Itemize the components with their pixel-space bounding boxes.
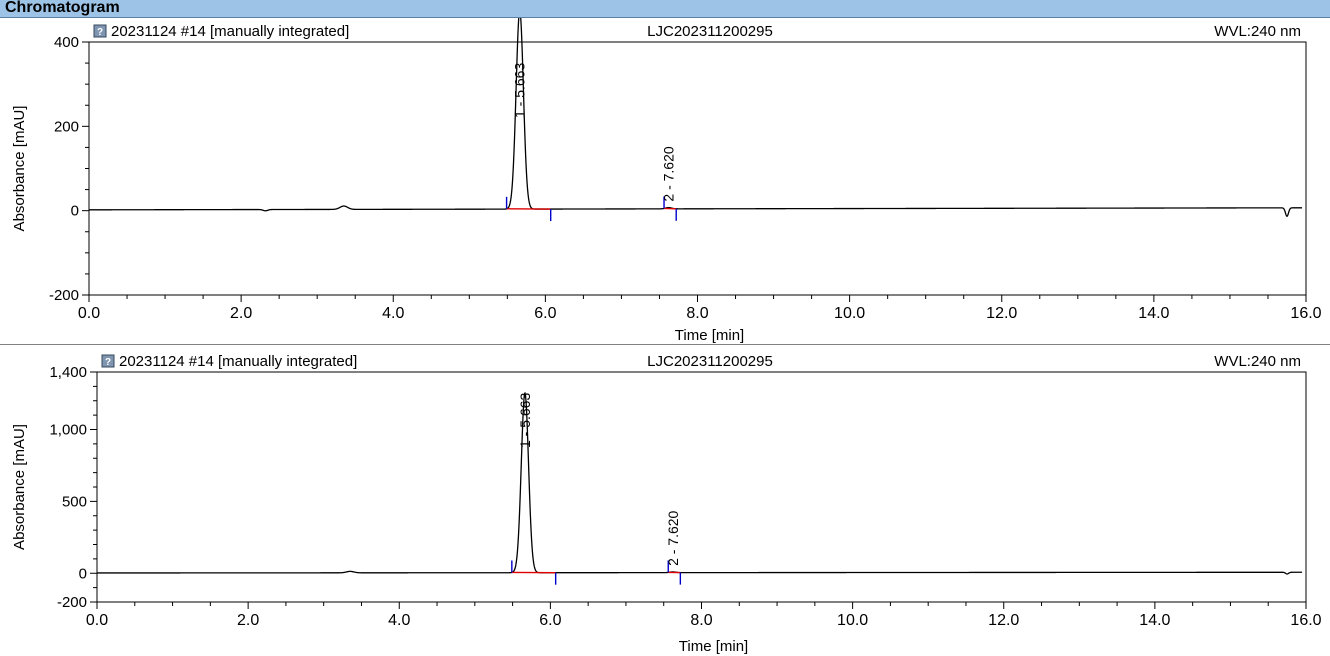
chromatogram-header-bar: Chromatogram (0, 0, 1330, 18)
x-tick-label: 8.0 (686, 305, 708, 322)
y-tick-label: 400 (54, 34, 79, 51)
x-tick-label: 14.0 (1139, 612, 1170, 629)
x-tick-label: 4.0 (382, 305, 404, 322)
svg-text:?: ? (105, 357, 111, 368)
sample-info-label: 20231124 #14 [manually integrated] (119, 353, 357, 370)
plot-frame (88, 41, 1307, 296)
x-tick-label: 16.0 (1290, 612, 1321, 629)
chromatogram-trace (89, 18, 1303, 217)
svg-text:?: ? (97, 27, 103, 38)
chromatogram-header-title: Chromatogram (5, 0, 120, 16)
x-tick-label: 12.0 (986, 305, 1017, 322)
sample-id-label: LJC202311200295 (647, 23, 773, 40)
y-tick-label: 0 (71, 203, 79, 220)
x-tick-label: 6.0 (539, 612, 561, 629)
y-tick-label: 0 (79, 565, 87, 582)
chromatogram-chart-2: ? 20231124 #14 [manually integrated] LJC20… (11, 353, 1322, 655)
y-axis-label: Absorbance [mAU] (11, 106, 28, 232)
y-axis-label: Absorbance [mAU] (11, 424, 28, 550)
question-icon: ? (93, 24, 107, 38)
chromatogram-trace (97, 391, 1303, 575)
y-tick-label: -200 (49, 287, 79, 304)
x-tick-label: 0.0 (86, 612, 108, 629)
plot-frame (96, 371, 1307, 603)
x-tick-label: 6.0 (534, 305, 556, 322)
x-tick-label: 16.0 (1290, 305, 1321, 322)
x-tick-label: 4.0 (388, 612, 410, 629)
x-tick-label: 0.0 (78, 305, 100, 322)
x-tick-label: 10.0 (834, 305, 865, 322)
x-axis-label: Time [min] (675, 327, 744, 344)
sample-info-label: 20231124 #14 [manually integrated] (111, 23, 349, 40)
y-tick-label: 1,000 (49, 422, 87, 439)
x-tick-label: 8.0 (690, 612, 712, 629)
x-tick-label: 10.0 (837, 612, 868, 629)
y-tick-label: 1,400 (49, 364, 87, 381)
peak-label: 1 - 5.663 (512, 63, 528, 118)
chromatogram-panel-1: ? 20231124 #14 [manually integrated] LJC20… (0, 18, 1330, 345)
x-tick-label: 14.0 (1138, 305, 1169, 322)
chromatogram-chart-1: ? 20231124 #14 [manually integrated] LJC20… (11, 18, 1322, 344)
peak-label: 2 - 7.620 (665, 510, 681, 565)
x-tick-label: 12.0 (988, 612, 1019, 629)
x-tick-label: 2.0 (237, 612, 259, 629)
peak-label: 2 - 7.620 (661, 146, 677, 201)
peak-label: 1 - 5.663 (517, 393, 533, 448)
wavelength-label: WVL:240 nm (1214, 353, 1301, 370)
question-icon: ? (101, 354, 115, 368)
chromatogram-panel-2: ? 20231124 #14 [manually integrated] LJC20… (0, 345, 1330, 656)
sample-id-label: LJC202311200295 (647, 353, 773, 370)
y-tick-label: -200 (57, 594, 87, 611)
x-tick-label: 2.0 (230, 305, 252, 322)
y-tick-label: 500 (62, 493, 87, 510)
wavelength-label: WVL:240 nm (1214, 23, 1301, 40)
y-tick-label: 200 (54, 118, 79, 135)
x-axis-label: Time [min] (679, 638, 748, 655)
